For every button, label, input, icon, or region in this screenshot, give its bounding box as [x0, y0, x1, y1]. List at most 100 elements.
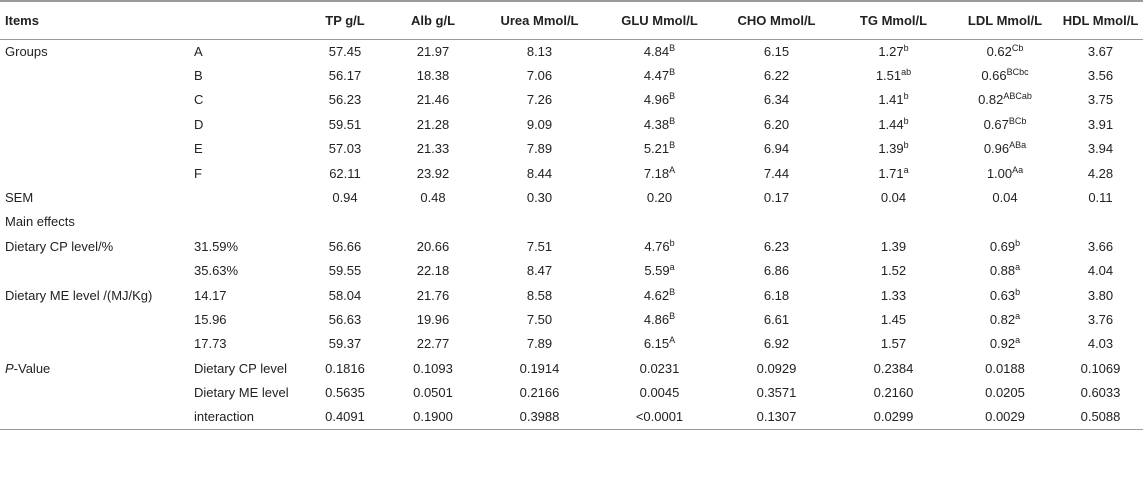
cell-hdl: 4.03: [1058, 332, 1143, 356]
cell-tp: 0.4091: [302, 404, 388, 430]
cell-urea: 8.58: [478, 283, 601, 307]
cell-value: 4.76: [644, 238, 670, 254]
cell-value: 7.18: [643, 165, 670, 181]
significance-superscript: B: [669, 115, 676, 126]
blood-biochemistry-table: Items TP g/L Alb g/L Urea Mmol/L GLU Mmo…: [0, 0, 1143, 430]
cell-cho: 6.92: [718, 332, 835, 356]
cell-glu: 5.21B: [601, 137, 718, 161]
cell-cho: 6.22: [718, 63, 835, 87]
cell-value: 0.4091: [325, 409, 365, 425]
cell-value: 0.1069: [1080, 360, 1121, 376]
row-label: [0, 137, 190, 161]
cell-value: 0.1816: [325, 360, 365, 376]
cell-value: 3.66: [1087, 238, 1114, 254]
row-label-text: -Value: [13, 360, 51, 376]
cell-value: 0.67: [983, 116, 1009, 132]
cell-value: 0.3571: [756, 385, 797, 401]
cell-value: 0.63: [989, 287, 1016, 303]
cell-glu: 4.76b: [601, 234, 718, 258]
cell-value: 59.37: [328, 336, 362, 352]
significance-superscript: BCbc: [1006, 67, 1029, 78]
row-sublabel: 15.96: [194, 311, 227, 327]
cell-value: 0.69: [989, 238, 1016, 254]
cell-value: 56.23: [328, 92, 362, 108]
cell-glu: 4.38B: [601, 112, 718, 136]
significance-superscript: b: [1015, 237, 1021, 248]
cell-value: 7.06: [526, 68, 553, 84]
cell-tg: 0.0299: [835, 404, 952, 430]
cell-alb: 23.92: [388, 161, 478, 185]
cell-glu: [601, 210, 718, 234]
cell-hdl: 0.11: [1058, 185, 1143, 209]
cell-ldl: 0.04: [952, 185, 1058, 209]
cell-value: 3.75: [1087, 92, 1114, 108]
cell-tg: 1.39b: [835, 137, 952, 161]
cell-value: 0.82: [978, 92, 1004, 108]
cell-value: 0.2384: [873, 360, 914, 376]
cell-cho: 0.17: [718, 185, 835, 209]
significance-superscript: a: [1015, 310, 1021, 321]
cell-value: 0.17: [763, 190, 790, 206]
cell-value: 18.38: [416, 68, 450, 84]
cell-value: 59.51: [328, 116, 362, 132]
cell-alb: 0.0501: [388, 380, 478, 404]
cell-urea: 9.09: [478, 112, 601, 136]
cell-glu: 4.84B: [601, 39, 718, 63]
significance-superscript: a: [669, 262, 675, 273]
cell-value: 7.89: [526, 336, 553, 352]
cell-cho: 7.44: [718, 161, 835, 185]
cell-cho: 0.3571: [718, 380, 835, 404]
header-items: Items: [0, 0, 190, 40]
cell-value: 1.71: [878, 165, 904, 181]
cell-hdl: 0.1069: [1058, 356, 1143, 380]
cell-alb: 21.46: [388, 88, 478, 112]
cell-tg: 1.39: [835, 234, 952, 258]
cell-urea: 7.89: [478, 332, 601, 356]
cell-cho: 0.1307: [718, 404, 835, 430]
cell-hdl: 4.28: [1058, 161, 1143, 185]
row-label: [0, 63, 190, 87]
cell-value: 0.94: [332, 190, 358, 206]
cell-value: 1.51: [875, 68, 902, 84]
cell-value: 6.86: [763, 263, 790, 279]
significance-superscript: BCb: [1008, 115, 1027, 126]
cell-tp: 62.11: [302, 161, 388, 185]
cell-tp: 0.94: [302, 185, 388, 209]
row-label-italic: P: [5, 360, 14, 376]
significance-superscript: B: [669, 310, 676, 321]
significance-superscript: B: [669, 140, 676, 151]
cell-value: 0.04: [880, 190, 907, 206]
cell-cho: [718, 210, 835, 234]
significance-superscript: ABCab: [1003, 91, 1032, 102]
cell-cho: 6.61: [718, 307, 835, 331]
cell-alb: 22.18: [388, 259, 478, 283]
cell-ldl: 1.00Aa: [952, 161, 1058, 185]
cell-glu: 5.59a: [601, 259, 718, 283]
cell-cho: 0.0929: [718, 356, 835, 380]
cell-value: 0.66: [981, 68, 1007, 84]
cell-value: 56.17: [328, 68, 362, 84]
cell-ldl: 0.0205: [952, 380, 1058, 404]
cell-tp: 56.66: [302, 234, 388, 258]
cell-urea: 7.26: [478, 88, 601, 112]
row-label-text: Groups: [5, 43, 48, 59]
cell-value: 6.22: [763, 68, 790, 84]
cell-value: 0.92: [989, 336, 1016, 352]
cell-value: 58.04: [328, 287, 362, 303]
cell-value: 1.00: [986, 165, 1013, 181]
cell-glu: <0.0001: [601, 404, 718, 430]
row-sublabel: [190, 185, 302, 209]
row-label: Dietary ME level /(MJ/Kg): [0, 283, 190, 307]
header-subgroup: [190, 0, 302, 40]
cell-tp: 56.23: [302, 88, 388, 112]
cell-urea: 0.3988: [478, 404, 601, 430]
cell-glu: 0.0231: [601, 356, 718, 380]
cell-value: 0.1307: [756, 409, 797, 425]
cell-value: 57.03: [328, 141, 362, 157]
cell-value: 7.50: [526, 311, 553, 327]
row-label: Groups: [0, 39, 190, 63]
cell-value: 8.13: [526, 43, 553, 59]
cell-tp: [302, 210, 388, 234]
cell-tg: 1.27b: [835, 39, 952, 63]
table-row: Dietary ME level 0.5635 0.0501 0.2166 0.0045…: [0, 380, 1143, 404]
